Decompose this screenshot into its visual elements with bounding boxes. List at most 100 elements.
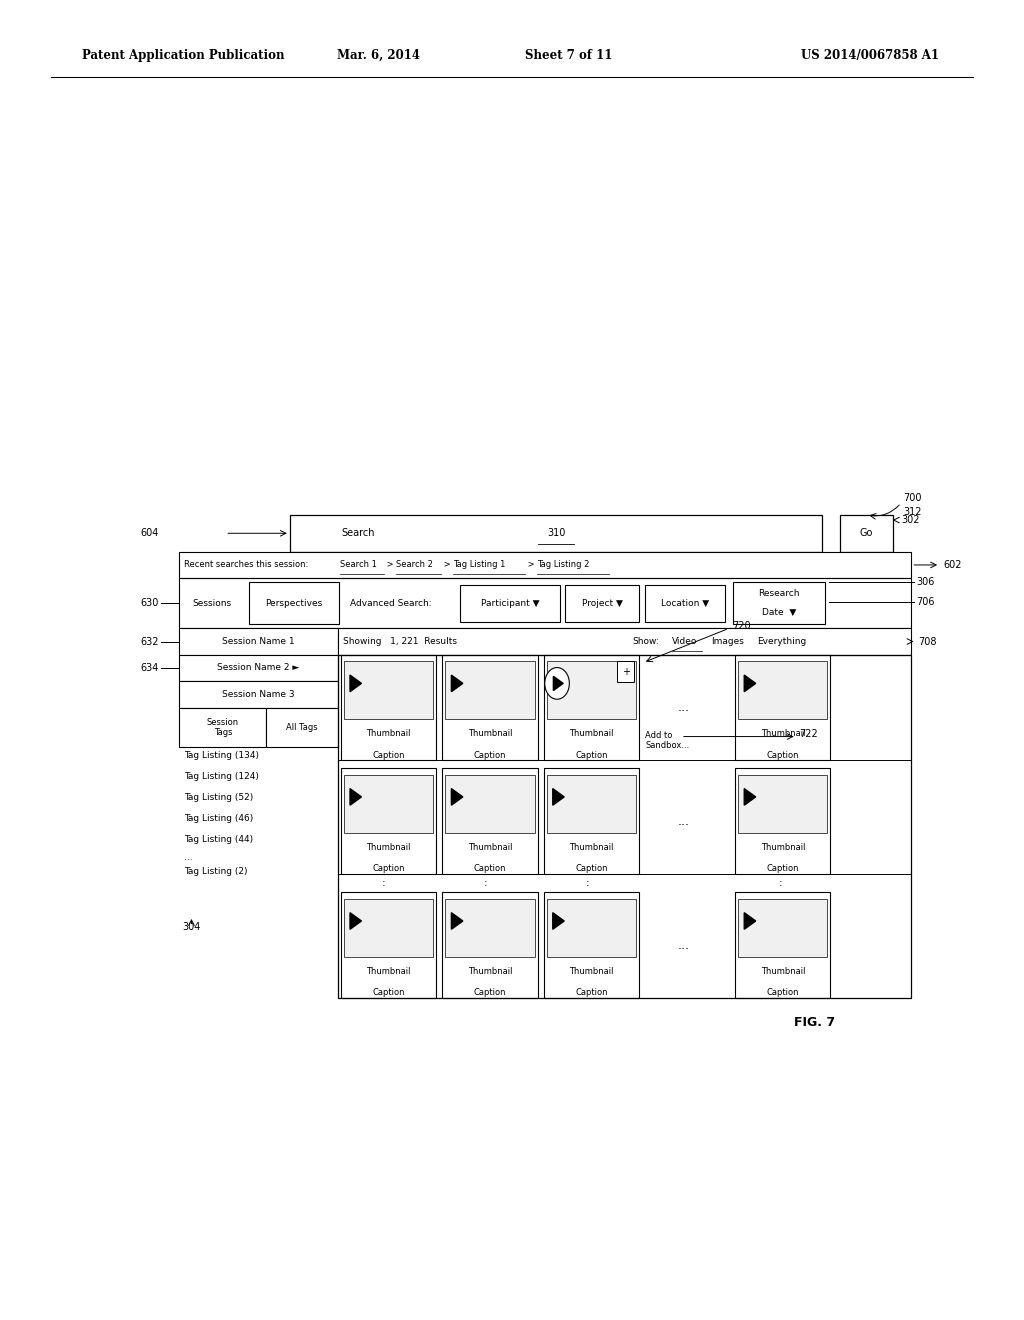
FancyBboxPatch shape bbox=[840, 515, 893, 552]
Text: Session Name 3: Session Name 3 bbox=[222, 690, 295, 698]
Text: Tag Listing 2: Tag Listing 2 bbox=[538, 561, 590, 569]
Text: :: : bbox=[382, 878, 386, 888]
Text: 708: 708 bbox=[919, 636, 937, 647]
FancyBboxPatch shape bbox=[738, 775, 827, 833]
Text: Caption: Caption bbox=[575, 865, 607, 873]
Text: 720: 720 bbox=[732, 620, 751, 631]
Text: Thumbnail: Thumbnail bbox=[468, 966, 512, 975]
Text: :: : bbox=[586, 878, 590, 888]
FancyBboxPatch shape bbox=[341, 768, 436, 874]
Polygon shape bbox=[452, 912, 463, 929]
Text: Project ▼: Project ▼ bbox=[582, 599, 623, 607]
FancyBboxPatch shape bbox=[544, 768, 639, 874]
Text: 306: 306 bbox=[916, 577, 935, 587]
FancyBboxPatch shape bbox=[179, 628, 338, 655]
FancyBboxPatch shape bbox=[735, 768, 830, 874]
Text: Thumbnail: Thumbnail bbox=[761, 842, 805, 851]
FancyBboxPatch shape bbox=[617, 661, 634, 682]
Text: 632: 632 bbox=[140, 636, 159, 647]
Text: 722: 722 bbox=[799, 729, 817, 739]
Text: Date  ▼: Date ▼ bbox=[762, 609, 797, 616]
Text: US 2014/0067858 A1: US 2014/0067858 A1 bbox=[802, 49, 939, 62]
FancyBboxPatch shape bbox=[344, 899, 433, 957]
Polygon shape bbox=[350, 675, 361, 692]
Text: ...: ... bbox=[678, 939, 690, 952]
FancyBboxPatch shape bbox=[179, 655, 338, 681]
Text: Advanced Search:: Advanced Search: bbox=[350, 599, 432, 607]
Text: Tag Listing (44): Tag Listing (44) bbox=[184, 836, 254, 843]
Text: Thumbnail: Thumbnail bbox=[367, 729, 411, 738]
Text: Add to
Sandbox...: Add to Sandbox... bbox=[645, 731, 689, 750]
Text: >: > bbox=[440, 561, 453, 569]
Text: ...: ... bbox=[678, 814, 690, 828]
Text: +: + bbox=[622, 667, 630, 677]
FancyBboxPatch shape bbox=[544, 892, 639, 998]
Text: Caption: Caption bbox=[575, 751, 607, 759]
Text: Thumbnail: Thumbnail bbox=[468, 729, 512, 738]
Text: Caption: Caption bbox=[474, 989, 506, 997]
FancyBboxPatch shape bbox=[735, 892, 830, 998]
Text: >: > bbox=[525, 561, 538, 569]
FancyBboxPatch shape bbox=[445, 775, 535, 833]
FancyBboxPatch shape bbox=[442, 768, 538, 874]
FancyBboxPatch shape bbox=[290, 515, 822, 552]
Text: Caption: Caption bbox=[474, 865, 506, 873]
Text: 700: 700 bbox=[903, 492, 922, 503]
Text: Caption: Caption bbox=[373, 751, 404, 759]
Text: Tag Listing (134): Tag Listing (134) bbox=[184, 751, 259, 759]
Text: Perspectives: Perspectives bbox=[265, 599, 323, 607]
Polygon shape bbox=[350, 912, 361, 929]
Text: 706: 706 bbox=[916, 597, 935, 607]
Polygon shape bbox=[553, 788, 564, 805]
Text: Search: Search bbox=[341, 528, 375, 539]
Text: Session Name 2 ►: Session Name 2 ► bbox=[217, 664, 300, 672]
Text: Showing   1, 221  Results: Showing 1, 221 Results bbox=[343, 638, 457, 645]
Text: 602: 602 bbox=[943, 560, 962, 570]
Text: Participant ▼: Participant ▼ bbox=[480, 599, 540, 607]
Text: 634: 634 bbox=[140, 663, 159, 673]
Text: Session
Tags: Session Tags bbox=[207, 718, 239, 737]
Text: Thumbnail: Thumbnail bbox=[367, 966, 411, 975]
Text: Thumbnail: Thumbnail bbox=[569, 842, 613, 851]
FancyBboxPatch shape bbox=[738, 661, 827, 719]
Text: Location ▼: Location ▼ bbox=[662, 599, 709, 607]
Text: Session Name 1: Session Name 1 bbox=[222, 638, 295, 645]
FancyBboxPatch shape bbox=[344, 775, 433, 833]
FancyBboxPatch shape bbox=[338, 628, 911, 655]
Text: Search 1: Search 1 bbox=[340, 561, 377, 569]
Text: Caption: Caption bbox=[373, 865, 404, 873]
Text: :: : bbox=[778, 878, 782, 888]
FancyBboxPatch shape bbox=[445, 661, 535, 719]
Text: Thumbnail: Thumbnail bbox=[468, 842, 512, 851]
Text: All Tags: All Tags bbox=[287, 723, 318, 731]
Polygon shape bbox=[452, 788, 463, 805]
Text: 630: 630 bbox=[140, 598, 159, 609]
FancyBboxPatch shape bbox=[733, 582, 825, 624]
Text: 310: 310 bbox=[547, 528, 565, 539]
Text: 302: 302 bbox=[901, 515, 920, 525]
Text: Search 2: Search 2 bbox=[396, 561, 433, 569]
Text: Caption: Caption bbox=[575, 989, 607, 997]
Text: Research: Research bbox=[759, 590, 800, 598]
Polygon shape bbox=[744, 788, 756, 805]
FancyBboxPatch shape bbox=[179, 708, 266, 747]
FancyBboxPatch shape bbox=[344, 661, 433, 719]
Text: Thumbnail: Thumbnail bbox=[367, 842, 411, 851]
Text: Show:: Show: bbox=[633, 638, 659, 645]
FancyBboxPatch shape bbox=[179, 681, 338, 708]
Circle shape bbox=[545, 668, 569, 700]
Text: Go: Go bbox=[859, 528, 873, 539]
Text: Tag Listing (52): Tag Listing (52) bbox=[184, 793, 254, 801]
Text: FIG. 7: FIG. 7 bbox=[794, 1016, 835, 1030]
Text: 604: 604 bbox=[140, 528, 159, 539]
FancyBboxPatch shape bbox=[547, 899, 636, 957]
Text: ...: ... bbox=[678, 701, 690, 714]
Polygon shape bbox=[744, 912, 756, 929]
Polygon shape bbox=[452, 675, 463, 692]
Text: 312: 312 bbox=[903, 507, 922, 517]
Text: Tag Listing 1: Tag Listing 1 bbox=[453, 561, 506, 569]
Polygon shape bbox=[350, 788, 361, 805]
Text: Images: Images bbox=[711, 638, 743, 645]
FancyBboxPatch shape bbox=[547, 661, 636, 719]
FancyBboxPatch shape bbox=[179, 552, 911, 578]
